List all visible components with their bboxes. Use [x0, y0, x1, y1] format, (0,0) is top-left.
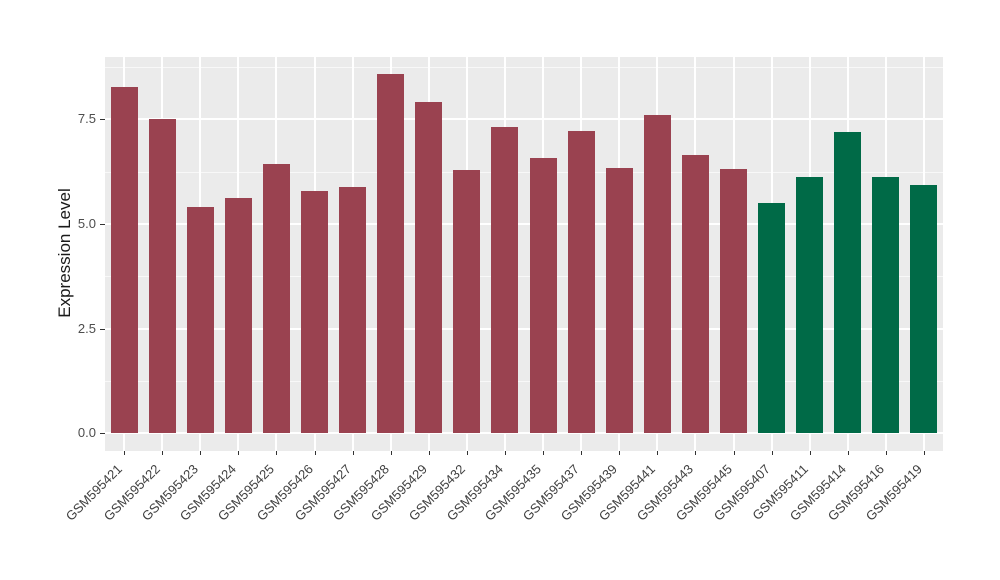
bar-GSM595434	[491, 127, 519, 434]
x-tick-mark	[314, 451, 316, 455]
bar-GSM595429	[415, 102, 443, 434]
plot-panel	[105, 57, 943, 451]
bar-GSM595411	[796, 176, 824, 434]
bar-GSM595439	[605, 167, 633, 434]
y-minor-gridline	[105, 171, 943, 173]
y-tick-label: 7.5	[77, 111, 96, 127]
x-tick-mark	[619, 451, 621, 455]
x-tick-mark	[885, 451, 887, 455]
bar-GSM595419	[910, 184, 938, 434]
x-tick-mark	[466, 451, 468, 455]
y-minor-gridline	[105, 66, 943, 68]
bar-GSM595437	[567, 131, 595, 434]
x-tick-mark	[504, 451, 506, 455]
bar-GSM595424	[224, 198, 252, 434]
bar-GSM595426	[301, 190, 328, 434]
x-tick-mark	[276, 451, 278, 455]
y-major-gridline	[105, 118, 943, 121]
x-tick-mark	[733, 451, 735, 455]
x-tick-mark	[657, 451, 659, 455]
x-tick-mark	[428, 451, 430, 455]
y-tick-mark	[100, 119, 105, 121]
bar-GSM595443	[681, 155, 709, 434]
y-major-gridline	[105, 327, 943, 330]
y-tick-label: 2.5	[77, 320, 96, 336]
y-tick-label: 0.0	[77, 425, 96, 441]
bar-GSM595441	[643, 114, 671, 434]
bar-GSM595445	[720, 169, 747, 434]
x-tick-mark	[809, 451, 811, 455]
x-tick-mark	[771, 451, 773, 455]
bar-GSM595425	[262, 163, 290, 434]
bar-GSM595423	[186, 206, 214, 434]
y-minor-gridline	[105, 276, 943, 278]
x-tick-mark	[390, 451, 392, 455]
y-major-gridline	[105, 432, 943, 435]
x-tick-mark	[352, 451, 354, 455]
bar-GSM595428	[377, 74, 405, 434]
y-tick-mark	[100, 433, 105, 435]
bar-GSM595416	[872, 177, 900, 434]
x-tick-mark	[923, 451, 925, 455]
x-tick-mark	[162, 451, 164, 455]
y-major-gridline	[105, 222, 943, 225]
x-tick-mark	[581, 451, 583, 455]
bar-GSM595422	[148, 119, 176, 434]
x-tick-mark	[695, 451, 697, 455]
x-tick-mark	[200, 451, 202, 455]
bar-GSM595435	[529, 157, 557, 434]
bar-GSM595407	[758, 202, 786, 434]
y-tick-label: 5.0	[77, 215, 96, 231]
y-tick-mark	[100, 223, 105, 225]
bar-GSM595427	[339, 187, 367, 434]
x-tick-mark	[847, 451, 849, 455]
x-tick-mark	[543, 451, 545, 455]
y-minor-gridline	[105, 380, 943, 382]
x-tick-mark	[238, 451, 240, 455]
bar-GSM595421	[110, 86, 138, 434]
y-tick-mark	[100, 328, 105, 330]
y-axis-title-text: Expression Level	[55, 188, 74, 318]
bar-GSM595414	[834, 131, 862, 434]
bar-GSM595432	[453, 169, 481, 434]
x-tick-mark	[124, 451, 126, 455]
